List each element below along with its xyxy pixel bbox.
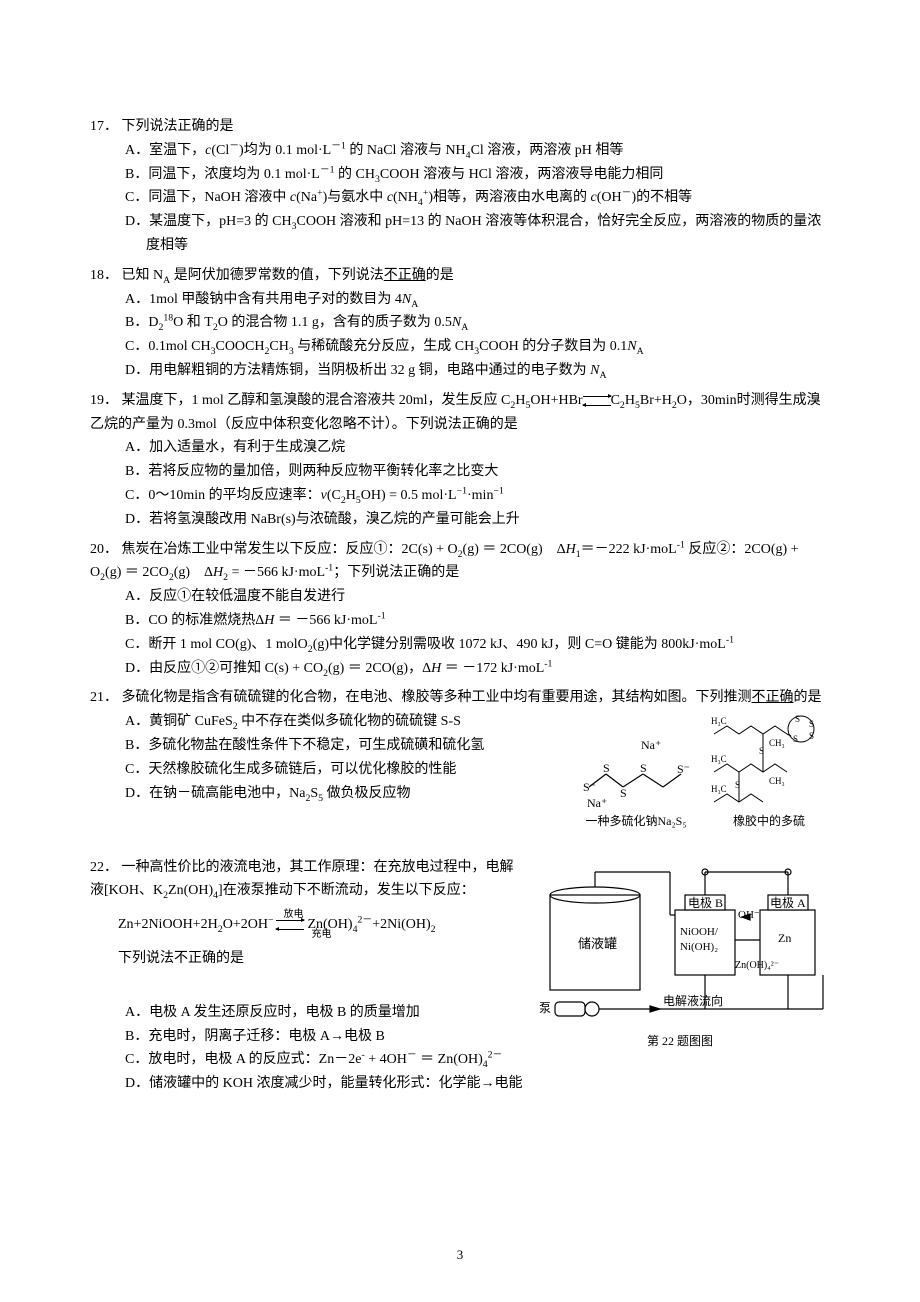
page-number: 3 — [0, 1244, 920, 1266]
q19-option-d: D．若将氢溴酸改用 NaBr(s)与浓硫酸，溴乙烷的产量可能会上升 — [111, 508, 830, 532]
q17-option-d: D．某温度下，pH=3 的 CH3COOH 溶液和 pH=13 的 NaOH 溶… — [111, 210, 830, 258]
q20-number: 20． — [90, 542, 118, 557]
q22-option-d: D．储液罐中的 KOH 浓度减少时，能量转化形式：化学能→电能 — [111, 1072, 830, 1096]
svg-text:电解液流向: 电解液流向 — [663, 993, 723, 1008]
q18-stem: 已知 NA 是阿伏加德罗常数的值，下列说法不正确的是 — [122, 268, 454, 283]
svg-text:Na⁺: Na⁺ — [641, 738, 661, 752]
svg-text:S: S — [735, 780, 740, 790]
q21-na2s5-structure: S⁻ S S S S⁻ Na⁺ Na⁺ — [571, 729, 701, 809]
question-17: 17． 下列说法正确的是 A．室温下，c(Cl－)均为 0.1 mol·L－1 … — [90, 115, 830, 258]
q21-rubber-structure: H₃C CH₃ H₃C CH₃ H₃C S S S S S S — [709, 714, 829, 809]
svg-text:S: S — [795, 714, 800, 724]
q18-option-c: C．0.1mol CH3COOCH2CH3 与稀硫酸充分反应，生成 CH3COO… — [111, 335, 830, 359]
svg-text:S: S — [809, 719, 814, 729]
q20-option-b: B．CO 的标准燃烧热ΔH ＝ －566 kJ·moL-1 — [111, 609, 830, 633]
svg-text:Zn: Zn — [778, 931, 791, 945]
svg-text:NiOOH/: NiOOH/ — [680, 926, 719, 938]
svg-text:OH⁻: OH⁻ — [738, 909, 760, 921]
svg-text:S: S — [759, 746, 764, 756]
svg-text:S⁻: S⁻ — [677, 762, 690, 776]
q22-figure: 储液罐 泵 电解液流向 电极 B 电极 A NiOOH/ Ni(OH)₂ Zn … — [530, 860, 830, 1052]
question-22: 储液罐 泵 电解液流向 电极 B 电极 A NiOOH/ Ni(OH)₂ Zn … — [90, 856, 830, 1096]
question-20: 20． 焦炭在冶炼工业中常发生以下反应：反应①：2C(s) + O2(g) ＝ … — [90, 538, 830, 681]
svg-text:Ni(OH)₂: Ni(OH)₂ — [680, 941, 718, 953]
svg-text:S: S — [603, 761, 610, 775]
svg-text:泵: 泵 — [539, 1001, 551, 1015]
question-21: 21． 多硫化物是指含有硫硫键的化合物，在电池、橡胶等多种工业中均有重要用途，其… — [90, 686, 830, 831]
q21-caption-right: 橡胶中的多硫 — [709, 811, 829, 831]
svg-text:S: S — [809, 731, 814, 741]
svg-text:Zn(OH)₄²⁻: Zn(OH)₄²⁻ — [735, 960, 779, 971]
q21-stem: 多硫化物是指含有硫硫键的化合物，在电池、橡胶等多种工业中均有重要用途，其结构如图… — [122, 690, 822, 705]
svg-text:电极 B: 电极 B — [688, 896, 723, 910]
q20-option-d: D．由反应①②可推知 C(s) + CO2(g) ＝ 2CO(g)，ΔH ＝ －… — [111, 657, 830, 681]
q18-option-d: D．用电解粗铜的方法精炼铜，当阴极析出 32 g 铜，电路中通过的电子数为 NA — [111, 359, 830, 383]
q22-figure-caption: 第 22 题图图 — [530, 1031, 830, 1051]
q22-option-c: C．放电时，电极 A 的反应式：Zn－2e- + 4OH－ ＝ Zn(OH)42… — [111, 1048, 830, 1072]
svg-text:Na⁺: Na⁺ — [587, 796, 607, 809]
q22-number: 22． — [90, 860, 118, 875]
q21-figure: S⁻ S S S S⁻ Na⁺ Na⁺ H₃C CH₃ — [570, 714, 830, 831]
svg-text:H₃C: H₃C — [711, 754, 727, 764]
question-19: 19． 某温度下，1 mol 乙醇和氢溴酸的混合溶液共 20ml，发生反应 C2… — [90, 389, 830, 532]
q19-option-c: C．0～10min 的平均反应速率：v(C2H5OH) = 0.5 mol·L−… — [111, 484, 830, 508]
q17-number: 17． — [90, 119, 118, 134]
q17-option-b: B．同温下，浓度均为 0.1 mol·L－1 的 CH3COOH 溶液与 HCl… — [111, 163, 830, 187]
question-18: 18． 已知 NA 是阿伏加德罗常数的值，下列说法不正确的是 A．1mol 甲酸… — [90, 264, 830, 383]
q20-option-a: A．反应①在较低温度不能自发进行 — [111, 585, 830, 609]
svg-text:H₃C: H₃C — [711, 784, 727, 794]
q17-option-a: A．室温下，c(Cl－)均为 0.1 mol·L－1 的 NaCl 溶液与 NH… — [111, 139, 830, 163]
q17-stem: 下列说法正确的是 — [122, 119, 234, 134]
q18-option-b: B．D218O 和 T2O 的混合物 1.1 g，含有的质子数为 0.5NA — [111, 311, 830, 335]
svg-text:H₃C: H₃C — [711, 716, 727, 726]
q19-number: 19． — [90, 393, 118, 408]
svg-text:CH₃: CH₃ — [769, 738, 785, 748]
svg-text:CH₃: CH₃ — [769, 776, 785, 786]
q21-caption-left: 一种多硫化钠Na₂S₅ — [571, 811, 701, 831]
svg-text:电极 A: 电极 A — [770, 896, 806, 910]
svg-text:S: S — [620, 786, 627, 800]
svg-text:储液罐: 储液罐 — [578, 936, 617, 951]
svg-text:S: S — [793, 734, 798, 744]
q21-number: 21． — [90, 690, 118, 705]
q19-option-a: A．加入适量水，有利于生成溴乙烷 — [111, 436, 830, 460]
q20-stem: 焦炭在冶炼工业中常发生以下反应：反应①：2C(s) + O2(g) ＝ 2CO(… — [90, 542, 799, 581]
svg-text:S⁻: S⁻ — [583, 780, 596, 794]
q19-option-b: B．若将反应物的量加倍，则两种反应物平衡转化率之比变大 — [111, 460, 830, 484]
svg-text:S: S — [640, 761, 647, 775]
q19-stem: 某温度下，1 mol 乙醇和氢溴酸的混合溶液共 20ml，发生反应 C2H5OH… — [90, 393, 821, 432]
q20-option-c: C．断开 1 mol CO(g)、1 molO2(g)中化学键分别需吸收 107… — [111, 633, 830, 657]
q22-stem: 一种高性价比的液流电池，其工作原理：在充放电过程中，电解液[KOH、K2Zn(O… — [90, 860, 514, 899]
q18-number: 18． — [90, 268, 118, 283]
q18-option-a: A．1mol 甲酸钠中含有共用电子对的数目为 4NA — [111, 288, 830, 312]
q22-diagram-svg: 储液罐 泵 电解液流向 电极 B 电极 A NiOOH/ Ni(OH)₂ Zn … — [530, 860, 830, 1025]
q17-option-c: C．同温下，NaOH 溶液中 c(Na+)与氨水中 c(NH4+)相等，两溶液由… — [111, 186, 830, 210]
